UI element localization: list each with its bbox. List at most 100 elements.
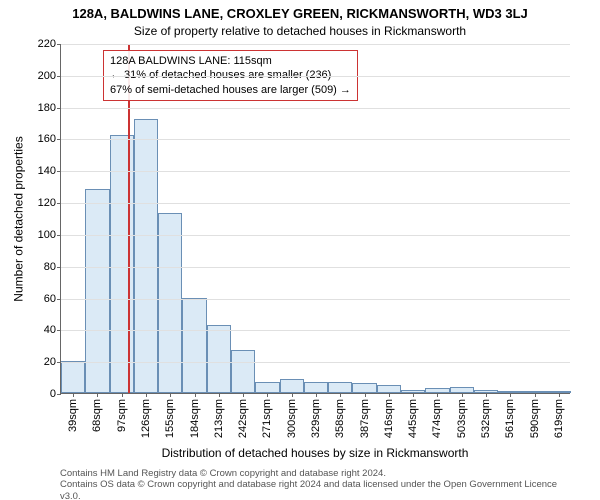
gridline-h bbox=[61, 76, 570, 77]
ytick-mark bbox=[57, 44, 61, 45]
xtick-label: 619sqm bbox=[553, 399, 565, 438]
ytick-label: 0 bbox=[26, 388, 56, 400]
xtick-label: 561sqm bbox=[504, 399, 516, 438]
ytick-mark bbox=[57, 330, 61, 331]
gridline-h bbox=[61, 203, 570, 204]
annotation-line: 67% of semi-detached houses are larger (… bbox=[110, 83, 351, 97]
xtick-mark bbox=[437, 393, 438, 397]
chart-title-sub: Size of property relative to detached ho… bbox=[0, 24, 600, 38]
xtick-label: 532sqm bbox=[480, 399, 492, 438]
gridline-h bbox=[61, 139, 570, 140]
ytick-mark bbox=[57, 267, 61, 268]
xtick-label: 474sqm bbox=[431, 399, 443, 438]
xtick-mark bbox=[535, 393, 536, 397]
property-size-histogram: 128A, BALDWINS LANE, CROXLEY GREEN, RICK… bbox=[0, 0, 600, 500]
gridline-h bbox=[61, 171, 570, 172]
xtick-mark bbox=[97, 393, 98, 397]
xtick-mark bbox=[316, 393, 317, 397]
ytick-mark bbox=[57, 108, 61, 109]
histogram-bar bbox=[255, 382, 279, 393]
gridline-h bbox=[61, 362, 570, 363]
xtick-mark bbox=[389, 393, 390, 397]
xtick-label: 184sqm bbox=[189, 399, 201, 438]
ytick-mark bbox=[57, 171, 61, 172]
xtick-mark bbox=[219, 393, 220, 397]
gridline-h bbox=[61, 108, 570, 109]
plot-area: 128A BALDWINS LANE: 115sqm← 31% of detac… bbox=[60, 44, 570, 394]
chart-title-main: 128A, BALDWINS LANE, CROXLEY GREEN, RICK… bbox=[0, 6, 600, 21]
ytick-mark bbox=[57, 139, 61, 140]
y-axis-title: Number of detached properties bbox=[12, 44, 26, 394]
xtick-mark bbox=[73, 393, 74, 397]
histogram-bar bbox=[158, 213, 182, 393]
ytick-label: 60 bbox=[26, 293, 56, 305]
xtick-mark bbox=[365, 393, 366, 397]
histogram-bar bbox=[304, 382, 328, 393]
ytick-mark bbox=[57, 299, 61, 300]
gridline-h bbox=[61, 299, 570, 300]
ytick-label: 80 bbox=[26, 261, 56, 273]
xtick-mark bbox=[122, 393, 123, 397]
xtick-label: 387sqm bbox=[359, 399, 371, 438]
xtick-mark bbox=[486, 393, 487, 397]
histogram-bar bbox=[207, 325, 231, 393]
ytick-label: 20 bbox=[26, 356, 56, 368]
xtick-mark bbox=[340, 393, 341, 397]
xtick-label: 329sqm bbox=[310, 399, 322, 438]
attribution-line-2: Contains OS data © Crown copyright and d… bbox=[60, 479, 570, 500]
ytick-label: 180 bbox=[26, 102, 56, 114]
xtick-label: 126sqm bbox=[140, 399, 152, 438]
ytick-label: 220 bbox=[26, 38, 56, 50]
xtick-label: 358sqm bbox=[334, 399, 346, 438]
ytick-label: 120 bbox=[26, 197, 56, 209]
xtick-mark bbox=[462, 393, 463, 397]
ytick-mark bbox=[57, 235, 61, 236]
xtick-label: 503sqm bbox=[456, 399, 468, 438]
ytick-label: 140 bbox=[26, 165, 56, 177]
ytick-label: 100 bbox=[26, 229, 56, 241]
xtick-label: 39sqm bbox=[67, 399, 79, 432]
histogram-bar bbox=[352, 383, 376, 393]
xtick-mark bbox=[170, 393, 171, 397]
xtick-mark bbox=[195, 393, 196, 397]
xtick-mark bbox=[267, 393, 268, 397]
ytick-mark bbox=[57, 362, 61, 363]
xtick-label: 213sqm bbox=[213, 399, 225, 438]
attribution-text: Contains HM Land Registry data © Crown c… bbox=[60, 468, 570, 500]
ytick-label: 40 bbox=[26, 324, 56, 336]
xtick-label: 155sqm bbox=[164, 399, 176, 438]
gridline-h bbox=[61, 44, 570, 45]
xtick-label: 300sqm bbox=[286, 399, 298, 438]
attribution-line-1: Contains HM Land Registry data © Crown c… bbox=[60, 468, 570, 479]
ytick-mark bbox=[57, 203, 61, 204]
xtick-label: 271sqm bbox=[261, 399, 273, 438]
histogram-bar bbox=[231, 350, 255, 393]
histogram-bar bbox=[280, 379, 304, 393]
histogram-bar bbox=[110, 135, 134, 393]
ytick-mark bbox=[57, 394, 61, 395]
histogram-bar bbox=[134, 119, 158, 393]
histogram-bar bbox=[61, 361, 85, 393]
ytick-label: 200 bbox=[26, 70, 56, 82]
xtick-mark bbox=[413, 393, 414, 397]
xtick-label: 590sqm bbox=[529, 399, 541, 438]
ytick-label: 160 bbox=[26, 133, 56, 145]
ytick-mark bbox=[57, 76, 61, 77]
xtick-mark bbox=[146, 393, 147, 397]
gridline-h bbox=[61, 235, 570, 236]
xtick-label: 445sqm bbox=[407, 399, 419, 438]
gridline-h bbox=[61, 267, 570, 268]
x-axis-title: Distribution of detached houses by size … bbox=[60, 446, 570, 460]
xtick-label: 68sqm bbox=[91, 399, 103, 432]
histogram-bar bbox=[328, 382, 352, 393]
xtick-label: 242sqm bbox=[237, 399, 249, 438]
xtick-mark bbox=[243, 393, 244, 397]
gridline-h bbox=[61, 330, 570, 331]
histogram-bar bbox=[182, 298, 206, 393]
xtick-mark bbox=[510, 393, 511, 397]
annotation-line: 128A BALDWINS LANE: 115sqm bbox=[110, 54, 351, 68]
xtick-label: 416sqm bbox=[383, 399, 395, 438]
histogram-bar bbox=[377, 385, 401, 393]
xtick-mark bbox=[292, 393, 293, 397]
xtick-mark bbox=[559, 393, 560, 397]
